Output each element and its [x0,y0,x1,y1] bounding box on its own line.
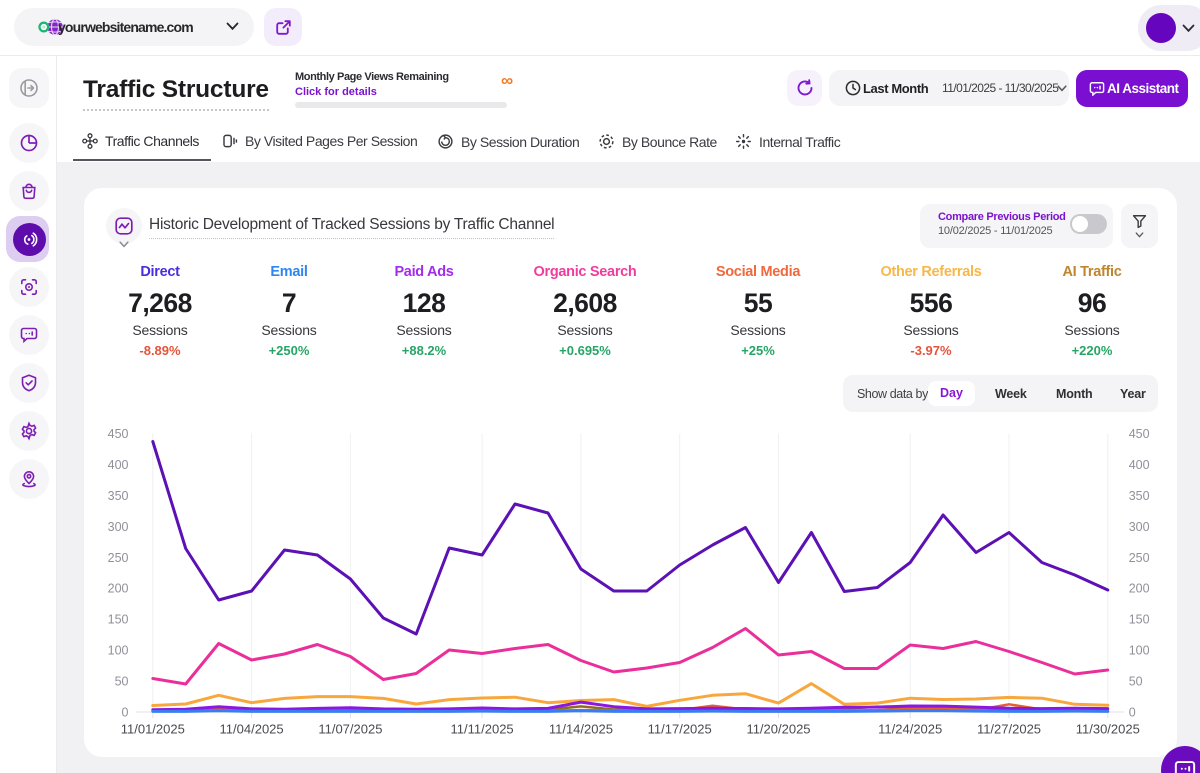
svg-text:11/17/2025: 11/17/2025 [648,722,712,737]
svg-text:200: 200 [108,582,129,596]
svg-text:50: 50 [1129,674,1143,688]
svg-text:250: 250 [108,551,129,565]
svg-text:50: 50 [115,674,129,688]
svg-text:11/11/2025: 11/11/2025 [451,722,514,737]
svg-text:350: 350 [1129,489,1150,503]
svg-text:100: 100 [1129,644,1150,658]
svg-text:200: 200 [1129,582,1150,596]
svg-text:150: 150 [1129,613,1150,627]
svg-text:11/30/2025: 11/30/2025 [1076,722,1140,737]
svg-text:400: 400 [1129,458,1150,472]
svg-text:0: 0 [1129,705,1136,719]
svg-text:11/04/2025: 11/04/2025 [220,722,284,737]
svg-text:450: 450 [1129,427,1150,441]
svg-text:100: 100 [108,644,129,658]
svg-text:450: 450 [108,427,129,441]
svg-text:11/14/2025: 11/14/2025 [549,722,613,737]
svg-text:11/20/2025: 11/20/2025 [746,722,810,737]
svg-text:0: 0 [122,705,129,719]
svg-text:250: 250 [1129,551,1150,565]
svg-text:400: 400 [108,458,129,472]
svg-text:300: 300 [1129,520,1150,534]
svg-text:11/01/2025: 11/01/2025 [121,722,185,737]
svg-text:350: 350 [108,489,129,503]
svg-text:11/07/2025: 11/07/2025 [318,722,382,737]
svg-text:11/24/2025: 11/24/2025 [878,722,942,737]
svg-text:11/27/2025: 11/27/2025 [977,722,1041,737]
svg-text:150: 150 [108,613,129,627]
svg-text:300: 300 [108,520,129,534]
